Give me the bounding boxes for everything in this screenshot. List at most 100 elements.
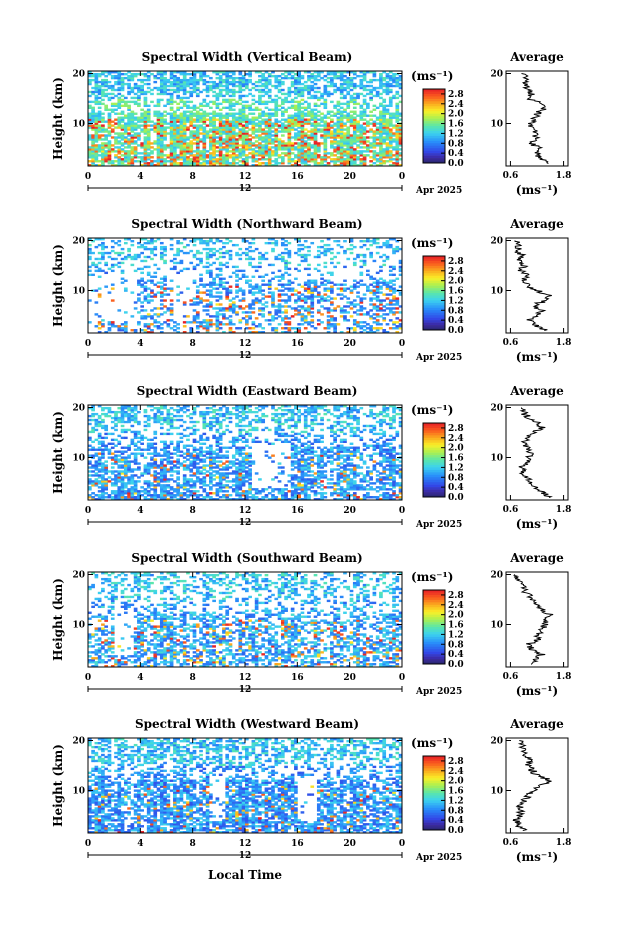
heat-cell bbox=[375, 78, 380, 82]
heat-cell bbox=[209, 239, 213, 243]
heat-cell bbox=[146, 247, 151, 251]
heat-cell bbox=[379, 327, 383, 330]
heat-cell bbox=[287, 120, 292, 123]
heat-cell bbox=[297, 134, 301, 137]
heat-cell bbox=[225, 90, 230, 94]
heat-cell bbox=[189, 144, 194, 147]
heat-cell bbox=[352, 128, 357, 131]
heat-cell bbox=[307, 148, 311, 151]
heat-cell bbox=[297, 126, 301, 129]
heat-cell bbox=[199, 291, 203, 294]
heat-cell bbox=[130, 136, 135, 139]
heat-cell bbox=[231, 156, 236, 159]
heat-cell bbox=[192, 297, 197, 300]
heat-cell bbox=[254, 299, 259, 302]
heat-cell bbox=[225, 291, 230, 294]
heat-cell bbox=[392, 84, 396, 88]
heat-cell bbox=[123, 152, 128, 155]
heat-cell bbox=[101, 456, 105, 459]
heat-cell bbox=[238, 319, 243, 322]
y-tick-label: 20 bbox=[72, 70, 85, 80]
heat-cell bbox=[120, 446, 125, 449]
heat-cell bbox=[104, 488, 109, 491]
heat-cell bbox=[238, 148, 243, 151]
heat-cell bbox=[320, 158, 324, 161]
heat-cell bbox=[343, 309, 347, 312]
heat-cell bbox=[294, 122, 298, 125]
heat-cell bbox=[88, 462, 92, 465]
heat-cell bbox=[388, 245, 393, 249]
heat-cell bbox=[179, 261, 184, 265]
heat-cell bbox=[359, 313, 364, 316]
heat-cell bbox=[379, 148, 383, 151]
heat-cell bbox=[120, 281, 125, 284]
heat-cell bbox=[274, 327, 279, 330]
heat-cell bbox=[294, 313, 298, 316]
heat-cell bbox=[101, 488, 105, 491]
heat-cell bbox=[297, 154, 301, 157]
heat-cell bbox=[97, 257, 102, 261]
heat-cell bbox=[179, 80, 184, 84]
heat-cell bbox=[192, 114, 197, 117]
heat-cell bbox=[313, 136, 318, 139]
heat-cell bbox=[150, 251, 154, 255]
heat-cell bbox=[326, 162, 331, 165]
heat-cell bbox=[398, 134, 403, 137]
heat-cell bbox=[258, 323, 262, 326]
heat-cell bbox=[388, 138, 393, 141]
heat-cell bbox=[307, 90, 311, 94]
heat-cell bbox=[94, 86, 99, 90]
heat-cell bbox=[313, 96, 318, 100]
heat-cell bbox=[123, 100, 128, 104]
heat-cell bbox=[362, 98, 367, 102]
heat-cell bbox=[385, 283, 390, 286]
heat-cell bbox=[159, 257, 164, 261]
heat-cell bbox=[359, 265, 364, 269]
heat-cell bbox=[97, 118, 102, 121]
heat-cell bbox=[251, 299, 256, 302]
heat-cell bbox=[173, 265, 177, 269]
heat-cell bbox=[264, 71, 269, 74]
heat-cell bbox=[264, 152, 269, 155]
heat-cell bbox=[238, 156, 243, 159]
heat-cell bbox=[225, 84, 230, 88]
heat-cell bbox=[245, 253, 249, 257]
heat-cell bbox=[284, 309, 288, 312]
heat-cell bbox=[339, 82, 344, 86]
heat-cell bbox=[209, 140, 213, 143]
heat-cell bbox=[369, 150, 373, 153]
colorbar-segment bbox=[423, 150, 445, 154]
heat-cell bbox=[261, 88, 266, 92]
heat-cell bbox=[130, 255, 135, 259]
heat-cell bbox=[114, 257, 118, 261]
heat-cell bbox=[284, 271, 288, 275]
heat-cell bbox=[179, 100, 184, 104]
heat-cell bbox=[101, 150, 105, 153]
heat-cell bbox=[140, 305, 144, 308]
heat-cell bbox=[209, 116, 213, 119]
heat-cell bbox=[375, 122, 380, 125]
heat-cell bbox=[94, 301, 99, 304]
heat-cell bbox=[339, 88, 344, 92]
heat-cell bbox=[382, 309, 387, 312]
heat-cell bbox=[323, 132, 328, 135]
heat-cell bbox=[91, 162, 95, 165]
heat-cell bbox=[97, 458, 102, 461]
heat-cell bbox=[395, 162, 400, 165]
heat-cell bbox=[159, 323, 164, 326]
heat-cell bbox=[303, 259, 308, 263]
heat-cell bbox=[179, 71, 184, 74]
heat-cell bbox=[310, 80, 315, 84]
heat-cell bbox=[189, 327, 194, 330]
heat-cell bbox=[343, 279, 347, 282]
heat-cell bbox=[94, 313, 99, 316]
heat-cell bbox=[97, 160, 102, 163]
heat-cell bbox=[343, 136, 347, 139]
heat-cell bbox=[349, 142, 354, 145]
heat-cell bbox=[366, 88, 370, 92]
heat-cell bbox=[300, 136, 305, 139]
heat-cell bbox=[339, 307, 344, 310]
heat-cell bbox=[343, 134, 347, 137]
heat-cell bbox=[228, 146, 233, 149]
heat-cell bbox=[258, 130, 262, 133]
